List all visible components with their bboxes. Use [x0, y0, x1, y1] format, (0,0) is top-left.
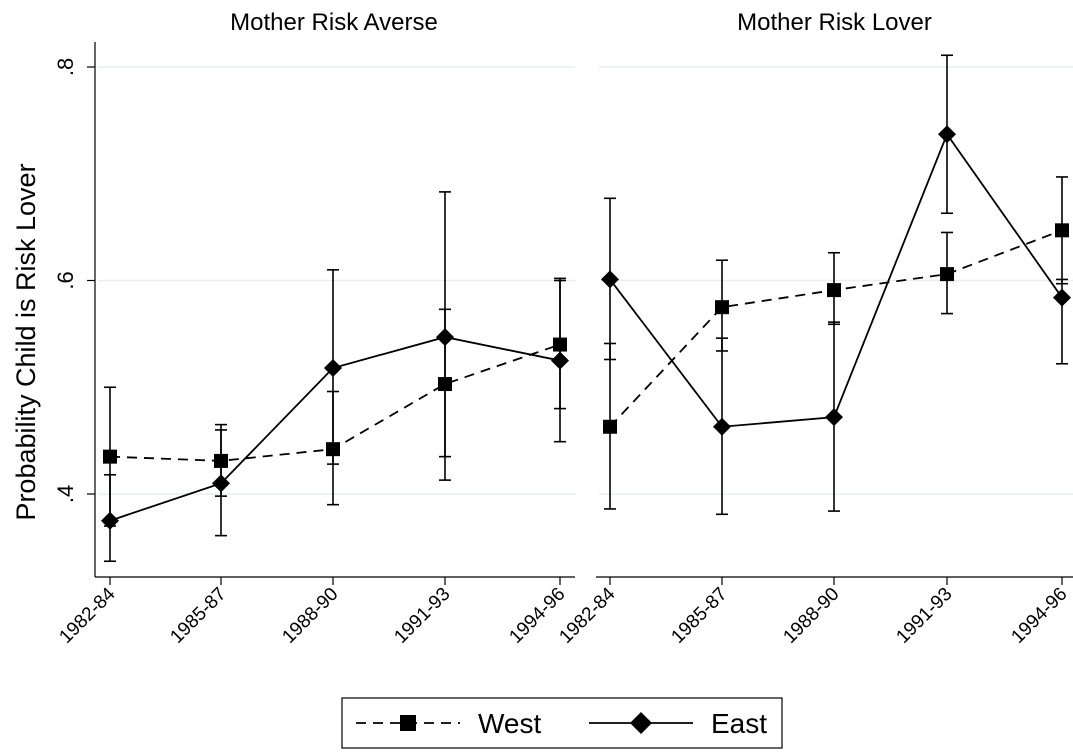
legend-label-east: East: [711, 708, 767, 739]
y-tick-label: .8: [53, 58, 78, 76]
data-point-east: [938, 125, 956, 144]
x-tick-label: 1991-93: [892, 584, 956, 648]
series-line-west: [609, 229, 1063, 428]
x-tick-label: 1982-84: [55, 583, 119, 647]
x-tick-label: 1988-90: [779, 584, 843, 648]
data-point-west: [715, 300, 729, 315]
data-point-east: [713, 417, 731, 436]
x-tick-label: 1985-87: [667, 584, 731, 648]
data-point-east: [601, 270, 619, 289]
y-tick-label: .4: [53, 485, 78, 503]
data-point-east: [436, 328, 454, 347]
x-tick-label: 1994-96: [1007, 584, 1071, 648]
data-point-east: [1053, 288, 1071, 307]
data-point-east: [324, 359, 342, 378]
x-tick-label: 1985-87: [166, 584, 230, 648]
data-point-east: [825, 408, 843, 427]
panel-title: Mother Risk Lover: [737, 9, 932, 36]
legend-marker-west: [400, 715, 416, 731]
data-point-east: [101, 511, 119, 530]
legend-marker-east: [630, 712, 652, 734]
data-point-west: [103, 449, 117, 464]
y-axis-title: Probability Child is Risk Lover: [11, 163, 41, 520]
data-point-east: [212, 474, 230, 493]
x-tick-label: 1982-84: [555, 583, 619, 647]
data-point-west: [827, 283, 841, 298]
legend-label-west: West: [478, 708, 541, 739]
data-point-west: [940, 267, 954, 282]
x-tick-label: 1988-90: [278, 584, 342, 648]
x-tick-label: 1991-93: [390, 584, 454, 648]
y-tick-label: .6: [53, 271, 78, 289]
data-point-west: [603, 419, 617, 434]
panel-title: Mother Risk Averse: [230, 9, 438, 36]
data-point-west: [1055, 223, 1069, 238]
data-point-east: [551, 351, 569, 370]
